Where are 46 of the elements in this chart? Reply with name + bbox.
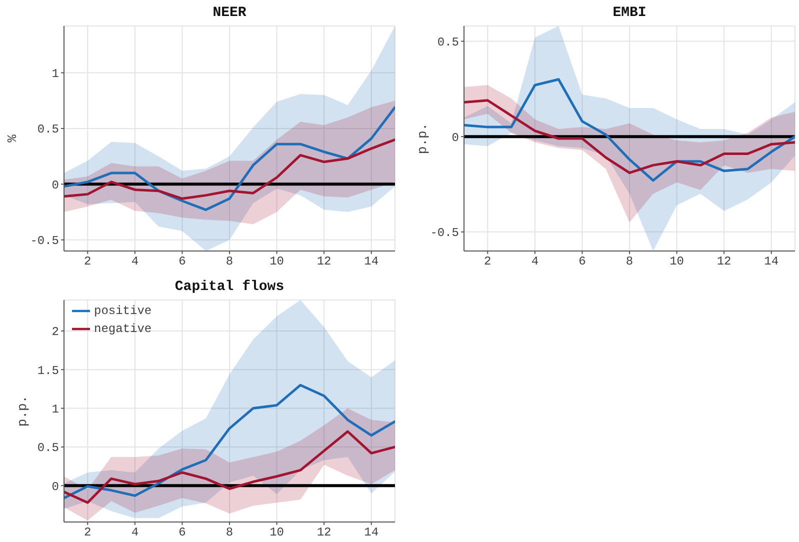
line-series (464, 78, 795, 182)
x-tick-label: 4 (131, 254, 139, 269)
x-tick-label: 2 (84, 526, 92, 540)
y-tick-label: 0 (452, 130, 459, 145)
legend-label: negative (94, 322, 152, 336)
x-tick-label: 14 (364, 254, 379, 269)
x-tick-label: 8 (226, 526, 234, 540)
x-tick-label: 14 (764, 254, 779, 269)
x-tick-label: 4 (131, 526, 139, 540)
y-tick-label: -0.5 (30, 234, 59, 248)
y-tick-label: 1 (52, 67, 59, 82)
line-series (464, 99, 795, 174)
y-tick-label: 0 (52, 178, 59, 192)
y-tick-label: 0 (52, 480, 59, 494)
y-tick-label: 0.5 (437, 36, 459, 50)
line-series (64, 384, 395, 500)
x-tick-label: 10 (270, 254, 284, 269)
y-axis-title: p.p. (414, 122, 430, 154)
x-tick-label: 8 (226, 254, 234, 269)
legend-label: positive (94, 304, 152, 318)
y-tick-label: -0.5 (430, 226, 459, 240)
x-tick-label: 10 (270, 526, 284, 540)
x-tick-label: 12 (316, 254, 332, 269)
x-tick-label: 2 (484, 254, 492, 269)
line-series (64, 138, 395, 200)
chart-title: EMBI (612, 5, 648, 21)
x-tick-label: 10 (670, 254, 684, 269)
x-tick-label: 12 (716, 254, 732, 269)
y-tick-label: 2 (52, 325, 59, 340)
y-tick-label: 0.5 (37, 441, 59, 456)
y-tick-label: 0.5 (37, 122, 59, 137)
x-tick-label: 4 (531, 254, 539, 269)
x-tick-label: 14 (364, 526, 379, 540)
chart-title: NEER (212, 5, 248, 21)
x-tick-label: 6 (578, 254, 586, 269)
x-tick-label: 8 (626, 254, 634, 269)
x-tick-label: 6 (178, 254, 186, 269)
x-tick-label: 2 (84, 254, 92, 269)
y-tick-label: 1 (52, 402, 59, 417)
x-tick-label: 12 (316, 526, 332, 540)
chart-title: Capital flows (174, 279, 286, 295)
y-axis-title: % (4, 134, 20, 142)
y-axis-title: p.p. (14, 395, 30, 427)
x-tick-label: 6 (178, 526, 186, 540)
line-series (64, 430, 395, 504)
y-tick-label: 1.5 (37, 364, 59, 378)
